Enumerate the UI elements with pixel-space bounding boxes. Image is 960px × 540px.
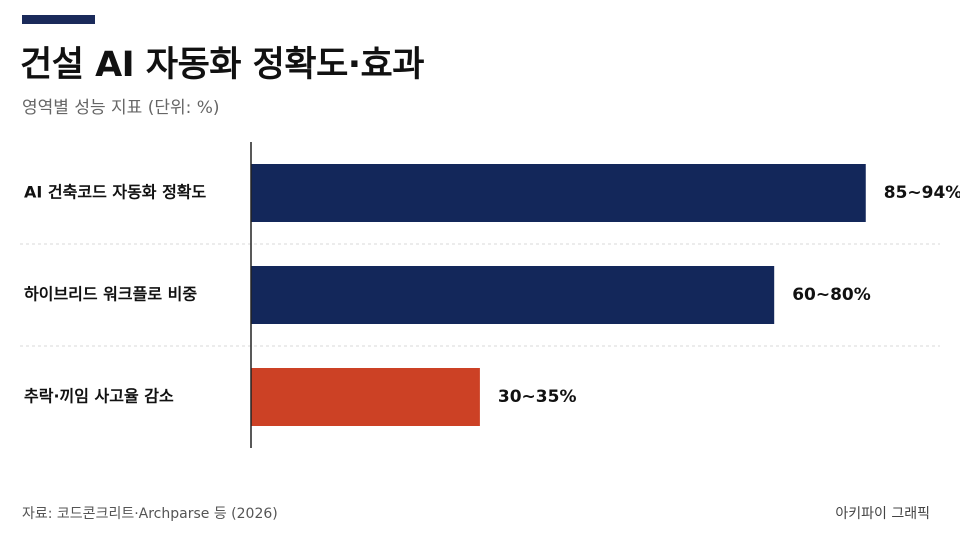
title-accent-bar: [22, 15, 95, 24]
chart-subtitle: 영역별 성능 지표 (단위: %): [22, 98, 220, 118]
graphic-credit: 아키파이 그래픽: [835, 506, 930, 522]
bar: [251, 368, 480, 426]
bar: [251, 164, 866, 222]
bar-layer: AI 건축코드 자동화 정확도 85~94% 하이브리드 워크플로 비중 60~80%…: [24, 164, 960, 426]
category-label: AI 건축코드 자동화 정확도: [24, 183, 207, 202]
category-label: 하이브리드 워크플로 비중: [24, 285, 197, 304]
chart-title: 건설 AI 자동화 정확도·효과: [20, 45, 424, 85]
category-label: 추락·끼임 사고율 감소: [24, 387, 174, 406]
value-label: 30~35%: [498, 387, 577, 407]
bar: [251, 266, 775, 324]
value-label: 60~80%: [792, 285, 871, 305]
source-note: 자료: 코드콘크리트·Archparse 등 (2026): [22, 506, 278, 522]
value-label: 85~94%: [884, 183, 960, 203]
